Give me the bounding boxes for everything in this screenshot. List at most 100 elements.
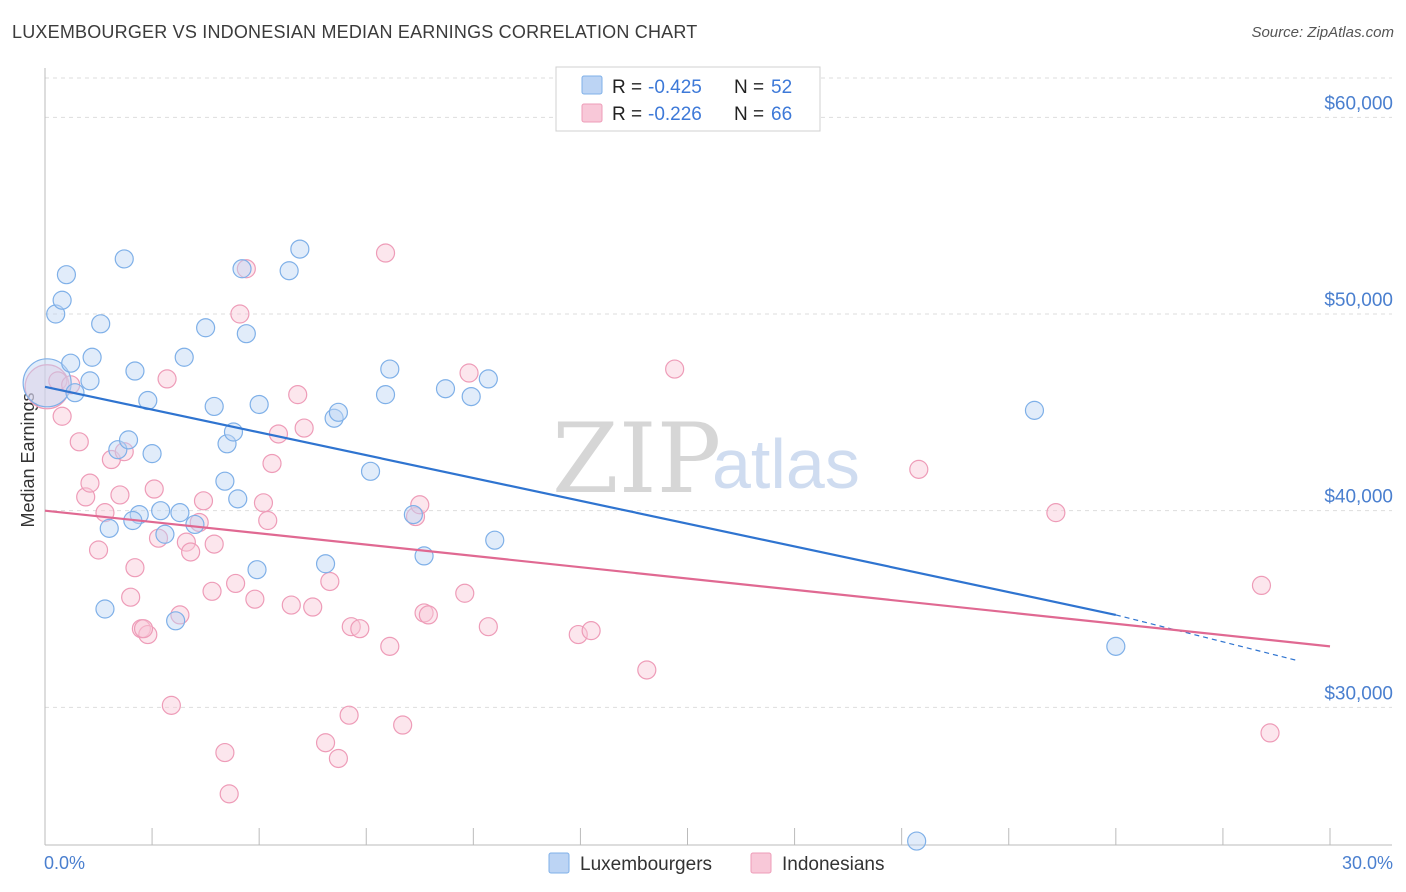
point-indonesian (328, 748, 349, 769)
legend-label-indonesians: Indonesians (782, 854, 884, 875)
y-tick-label: $40,000 (1324, 487, 1393, 508)
legend-n-label-2: N = (734, 104, 764, 125)
correlation-legend: R = -0.425 N = 52 R = -0.226 N = 66 (555, 66, 821, 132)
trend-lines (44, 385, 1331, 661)
point-luxembourger (375, 385, 396, 405)
point-luxembourger (170, 503, 190, 523)
watermark-zip: ZIP (552, 403, 721, 515)
point-indonesian (459, 363, 479, 383)
point-indonesian (219, 784, 239, 804)
point-luxembourger (232, 259, 252, 279)
point-indonesian (144, 479, 164, 499)
legend-swatch-blue (581, 75, 603, 95)
point-luxembourger (435, 379, 456, 399)
point-indonesian (281, 595, 301, 615)
point-luxembourger (61, 353, 81, 373)
point-luxembourger (236, 324, 256, 344)
legend-n-value-1: 52 (771, 77, 792, 98)
point-indonesian (236, 259, 256, 279)
point-luxembourger (118, 430, 139, 450)
point-indonesian (52, 406, 72, 426)
point-indonesian (581, 621, 601, 641)
point-luxembourger (1024, 400, 1045, 420)
point-indonesian (258, 510, 278, 531)
x-tick-labels: 0.0% 30.0% (44, 853, 1393, 873)
point-indonesian (88, 540, 109, 560)
chart-source: Source: ZipAtlas.com (1251, 24, 1394, 41)
chart-title: LUXEMBOURGER VS INDONESIAN MEDIAN EARNIN… (12, 22, 698, 42)
point-indonesian (568, 624, 588, 645)
point-luxembourger (461, 387, 481, 407)
legend-label-luxembourgers: Luxembourgers (580, 854, 712, 875)
point-indonesian (125, 558, 145, 578)
series-luxembourgers (22, 239, 1126, 851)
point-luxembourger (125, 361, 145, 381)
point-luxembourger (108, 440, 128, 460)
point-luxembourger (360, 461, 381, 481)
point-indonesian (176, 532, 196, 552)
point-luxembourger (114, 249, 134, 269)
point-indonesian (375, 243, 396, 263)
legend-swatch-indonesians (750, 852, 772, 874)
x-tick-label-start: 0.0% (44, 853, 85, 873)
point-luxembourger (151, 501, 171, 521)
point-luxembourger (228, 489, 248, 509)
point-luxembourger (279, 261, 299, 281)
series-indonesians (24, 243, 1280, 804)
point-indonesian (268, 424, 289, 444)
point-indonesian (1046, 503, 1066, 523)
grid (45, 77, 1392, 708)
point-luxembourger (217, 434, 237, 454)
point-luxembourger (80, 371, 100, 391)
point-indonesian (133, 619, 154, 639)
point-indonesian (226, 573, 246, 594)
point-luxembourger (174, 347, 194, 367)
legend-r-label-1: R = (612, 77, 642, 98)
y-tick-label: $50,000 (1324, 290, 1393, 311)
point-indonesian (69, 432, 89, 452)
trend-line-indonesians (44, 509, 1331, 648)
point-luxembourger (166, 611, 186, 631)
point-luxembourger (99, 518, 119, 538)
point-indonesian (157, 369, 177, 389)
point-indonesian (350, 619, 370, 639)
point-indonesian (262, 453, 282, 474)
point-indonesian (95, 503, 115, 523)
point-indonesian (204, 534, 224, 554)
point-indonesian (288, 385, 308, 405)
legend-r-label-2: R = (612, 104, 642, 125)
trend-line-luxembourgers (44, 385, 1117, 616)
point-luxembourger (478, 369, 498, 389)
point-luxembourger (215, 471, 235, 491)
point-luxembourger (907, 831, 927, 851)
point-indonesian (455, 583, 475, 603)
point-indonesian (339, 705, 359, 725)
point-indonesian (193, 491, 214, 511)
legend-swatch-luxembourgers (548, 852, 570, 874)
point-indonesian (1251, 575, 1272, 596)
point-luxembourger (290, 239, 310, 259)
point-luxembourger (185, 514, 205, 535)
point-indonesian (202, 581, 222, 601)
point-indonesian (418, 605, 438, 625)
axes (44, 68, 1392, 846)
point-luxembourger (91, 314, 111, 334)
legend-r-value-1: -0.425 (648, 77, 702, 98)
point-luxembourger (204, 396, 224, 417)
point-indonesian (303, 597, 323, 617)
point-luxembourger (315, 554, 336, 574)
point-luxembourger (247, 560, 267, 580)
point-indonesian (478, 617, 498, 637)
point-indonesian (380, 636, 400, 656)
point-indonesian (410, 495, 430, 515)
point-indonesian (1260, 723, 1280, 743)
series-legend: Luxembourgers Indonesians (548, 852, 884, 875)
point-luxembourger (155, 524, 175, 544)
watermark-atlas: atlas (712, 425, 860, 503)
point-indonesian (665, 359, 685, 379)
point-luxembourger (142, 444, 162, 464)
legend-n-label-1: N = (734, 77, 764, 98)
point-luxembourger (328, 402, 349, 422)
legend-n-value-2: 66 (771, 104, 792, 125)
